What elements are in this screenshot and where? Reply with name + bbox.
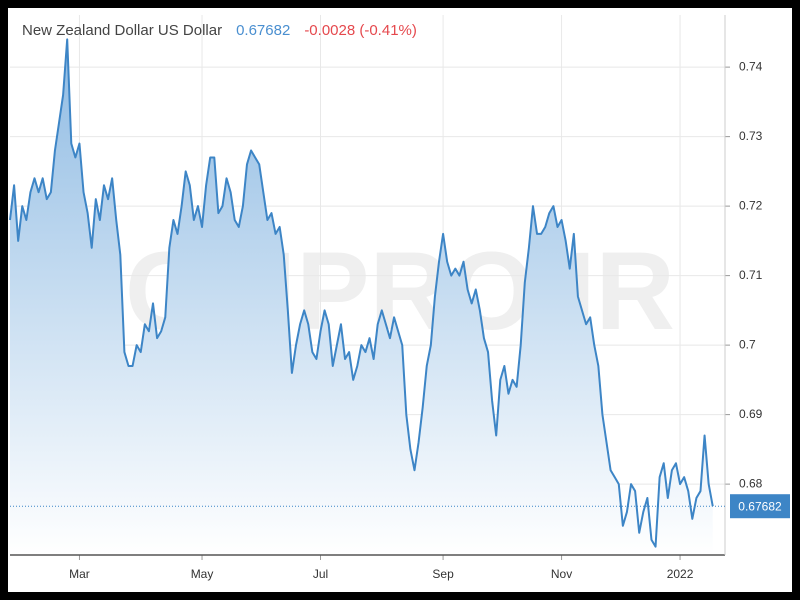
- y-tick-label: 0.69: [739, 407, 763, 421]
- line: [9, 38, 714, 548]
- last-price-label: 0.67682: [738, 499, 782, 513]
- x-tick-label: Jul: [313, 567, 328, 581]
- y-tick-label: 0.73: [739, 129, 763, 143]
- y-tick-label: 0.72: [739, 198, 763, 212]
- header-price: 0.67682: [236, 22, 290, 39]
- y-tick-label: 0.74: [739, 59, 763, 73]
- area: [10, 39, 713, 555]
- y-tick-label: 0.68: [739, 476, 763, 490]
- x-tick-label: Nov: [551, 567, 572, 581]
- y-tick-label: 0.7: [739, 337, 756, 351]
- chart-title: New Zealand Dollar US Dollar: [22, 22, 222, 39]
- x-tick-label: May: [191, 567, 214, 581]
- x-tick-label: Sep: [432, 567, 454, 581]
- x-tick-label: Mar: [69, 567, 90, 581]
- y-tick-label: 0.71: [739, 268, 763, 282]
- plot: 0.68 0.69 0.7 0.71 0.72 0.73 0.74 Mar May Jul Sep N…: [9, 15, 790, 581]
- x-tick-label: 2022: [667, 567, 694, 581]
- last-price-box: [730, 494, 790, 519]
- header-change: -0.0028 (-0.41%): [304, 22, 417, 39]
